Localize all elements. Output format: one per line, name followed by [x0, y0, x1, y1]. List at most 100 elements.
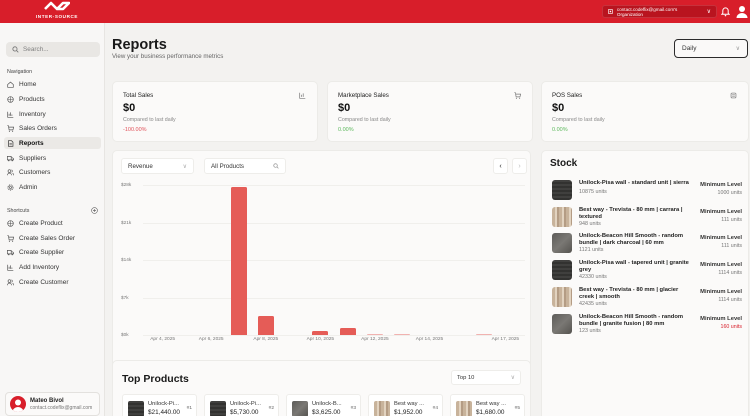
users-icon: [7, 278, 14, 285]
chevron-down-icon: ∨: [735, 46, 740, 52]
kpi-card-marketplace-sales: Marketplace Sales $0 Compared to last da…: [327, 81, 533, 142]
top-product-card[interactable]: Best way ... $1,680.00 #5: [450, 394, 525, 416]
top-product-revenue: $1,680.00: [476, 409, 505, 416]
stock-item-name: Unilock-Pisa wall - standard unit | sier…: [579, 180, 689, 186]
product-thumbnail: [456, 401, 472, 416]
next-period-button[interactable]: ›: [512, 158, 527, 174]
user-account-icon[interactable]: [736, 5, 748, 18]
sidebar-item-customers[interactable]: Customers: [4, 166, 101, 178]
top-limit-select[interactable]: Top 10 ∨: [451, 370, 521, 385]
shortcut-create-product[interactable]: Create Product: [4, 217, 101, 229]
kpi-value: $0: [338, 102, 351, 114]
organization-name: contact.codeflix@gmail.com's Organizatio…: [616, 6, 678, 17]
top-product-revenue: $3,625.00: [312, 409, 341, 416]
top-product-card[interactable]: Unilock-Pi... $5,730.00 #2: [204, 394, 279, 416]
y-tick-label: $21k: [121, 219, 132, 225]
shortcut-add-inventory[interactable]: Add Inventory: [4, 261, 101, 273]
top-product-card[interactable]: Best way ... $1,952.00 #4: [368, 394, 443, 416]
stock-list-item[interactable]: Unilock-Pisa wall - tapered unit | grani…: [552, 260, 742, 284]
revenue-bar[interactable]: [339, 327, 356, 335]
page-title: Reports: [112, 37, 167, 53]
x-tick-label: Apr 10, 2025: [306, 337, 335, 342]
minimum-level-value: 160 units: [720, 324, 743, 330]
stock-item-name: Unilock-Pisa wall - tapered unit | grani…: [579, 260, 689, 273]
stock-list-item[interactable]: Best way - Trevista - 80 mm | carrara | …: [552, 207, 742, 231]
main-content: Reports View your business performance m…: [106, 23, 750, 416]
sidebar-item-inventory[interactable]: Inventory: [4, 108, 101, 120]
kpi-label: Total Sales: [123, 92, 154, 99]
stock-item-units: 42330 units: [579, 274, 607, 280]
stock-list-item[interactable]: Best way - Trevista - 80 mm | glacier cr…: [552, 287, 742, 311]
user-avatar-icon: [12, 399, 24, 412]
y-tick-label: $7k: [121, 294, 129, 300]
shortcut-create-sales-order[interactable]: Create Sales Order: [4, 232, 101, 244]
product-thumbnail: [292, 401, 308, 416]
sidebar-item-admin[interactable]: Admin: [4, 181, 101, 193]
sidebar-item-label: Reports: [19, 139, 44, 147]
search-input[interactable]: Search...: [6, 42, 100, 57]
product-filter-input[interactable]: All Products: [204, 158, 286, 174]
sidebar-item-sales-orders[interactable]: Sales Orders: [4, 122, 101, 134]
sidebar-item-label: Inventory: [19, 110, 46, 118]
top-product-revenue: $21,440.00: [148, 409, 180, 416]
minimum-level-value: 111 units: [721, 243, 742, 249]
navigation-label: Navigation: [7, 69, 33, 75]
top-products-title: Top Products: [122, 373, 189, 385]
revenue-bar[interactable]: [230, 186, 247, 335]
kpi-label: POS Sales: [552, 92, 583, 99]
top-product-rank: #1: [186, 406, 192, 411]
revenue-bar[interactable]: [312, 330, 329, 335]
bell-icon[interactable]: [721, 6, 730, 17]
revenue-bar-chart: $0k $7k $14k $21k $28k Apr 4, 2025 Apr 6, 2025…: [113, 151, 532, 375]
stock-title: Stock: [550, 158, 578, 169]
revenue-bar[interactable]: [394, 333, 411, 335]
stock-item-name: Best way - Trevista - 80 mm | glacier cr…: [579, 287, 679, 300]
stock-list-item[interactable]: Unilock-Beacon Hill Smooth - random bund…: [552, 233, 742, 257]
minimum-level-label: Minimum Level: [700, 182, 742, 188]
add-shortcut-icon[interactable]: [91, 207, 98, 214]
minimum-level-label: Minimum Level: [700, 235, 742, 241]
cart-icon: [7, 124, 14, 132]
gridline: [143, 297, 525, 299]
product-thumbnail: [128, 401, 144, 416]
search-placeholder: Search...: [23, 46, 49, 53]
top-product-name: Unilock-Pi...: [230, 401, 261, 407]
page-subtitle: View your business performance metrics: [112, 53, 224, 60]
metric-select[interactable]: Revenue ∨: [121, 158, 194, 174]
revenue-bar[interactable]: [366, 333, 383, 335]
revenue-bar[interactable]: [257, 316, 274, 335]
sidebar-item-home[interactable]: Home: [4, 78, 101, 90]
logo-mark-icon: [44, 1, 70, 11]
stock-list-item[interactable]: Unilock-Beacon Hill Smooth - random bund…: [552, 314, 742, 338]
product-thumbnail: [552, 233, 572, 253]
home-icon: [7, 81, 14, 88]
avatar: [10, 396, 26, 412]
sidebar-item-suppliers[interactable]: Suppliers: [4, 152, 101, 164]
metric-value: Revenue: [128, 162, 153, 170]
shortcut-create-supplier[interactable]: Create Supplier: [4, 246, 101, 258]
stock-item-units: 1121 units: [579, 247, 604, 253]
top-product-card[interactable]: Unilock-B... $3,625.00 #3: [286, 394, 361, 416]
sidebar-item-products[interactable]: Products: [4, 93, 101, 105]
sidebar-item-reports[interactable]: Reports: [4, 137, 101, 149]
minimum-level-label: Minimum Level: [700, 289, 742, 295]
shortcut-create-customer[interactable]: Create Customer: [4, 276, 101, 288]
x-tick-label: Apr 17, 2025: [491, 337, 520, 342]
chevron-down-icon: ∨: [510, 375, 515, 381]
brand-logo[interactable]: INTER-SOURCE: [22, 1, 92, 22]
top-bar: INTER-SOURCE contact.codeflix@gmail.com'…: [0, 0, 750, 23]
period-select[interactable]: Daily ∨: [674, 39, 748, 58]
sidebar-item-label: Suppliers: [19, 154, 47, 162]
gridline: [143, 222, 525, 224]
kpi-card-pos-sales: POS Sales $0 Compared to last daily 0.00…: [541, 81, 749, 142]
user-profile[interactable]: Mateo Bivol contact.codeflix@gmail.com: [5, 392, 100, 416]
organization-selector[interactable]: contact.codeflix@gmail.com's Organizatio…: [602, 5, 717, 18]
top-product-card[interactable]: Unilock-Pi... $21,440.00 #1: [122, 394, 197, 416]
stock-list-item[interactable]: Unilock-Pisa wall - standard unit | sier…: [552, 180, 742, 204]
minimum-level-label: Minimum Level: [700, 316, 742, 322]
x-tick-label: Apr 6, 2025: [198, 337, 224, 342]
previous-period-button[interactable]: ‹: [493, 158, 508, 174]
revenue-bar[interactable]: [476, 333, 493, 335]
stock-item-name: Unilock-Beacon Hill Smooth - random bund…: [579, 233, 684, 246]
x-tick-label: Apr 12, 2025: [361, 337, 389, 342]
